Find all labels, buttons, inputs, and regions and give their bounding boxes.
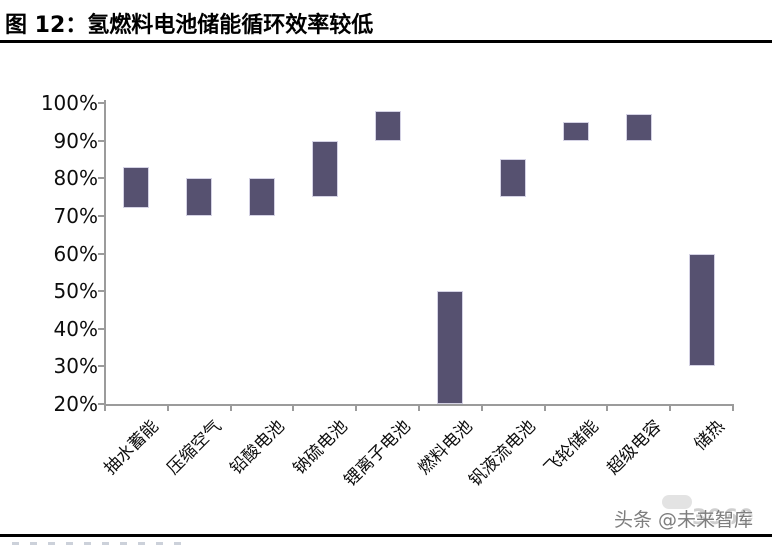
range-bar: [123, 166, 150, 209]
title-divider: [0, 40, 772, 43]
x-tick: [355, 406, 358, 411]
x-tick: [732, 406, 734, 411]
x-axis-category-label: 锂离子电池: [340, 416, 415, 491]
range-bar: [688, 253, 715, 367]
y-tick: [98, 214, 105, 217]
y-tick: [98, 403, 105, 405]
x-axis-category-label: 飞轮储能: [540, 416, 603, 479]
x-tick: [418, 406, 420, 411]
y-tick: [98, 327, 105, 330]
range-bar: [563, 121, 589, 141]
x-tick: [166, 406, 169, 411]
x-axis-category-label: 钒液流电池: [465, 416, 540, 491]
x-tick: [480, 406, 483, 411]
figure-title: 图 12：氢燃料电池储能循环效率较低: [5, 13, 374, 38]
y-axis-tick-label: 70%: [53, 203, 98, 228]
y-axis-tick-label: 30%: [53, 354, 98, 379]
y-axis-tick-label: 40%: [53, 316, 98, 341]
y-tick: [98, 102, 105, 104]
y-axis-tick-label: 50%: [53, 279, 98, 304]
y-tick: [98, 365, 105, 368]
range-bar: [249, 178, 275, 216]
watermark-cloud-icon: [662, 495, 692, 509]
x-axis-category-label: 抽水蓄能: [100, 416, 164, 479]
range-bar: [311, 140, 338, 198]
watermark-text: 头条 @未来智库: [614, 509, 754, 531]
y-axis-tick-label: 80%: [53, 166, 98, 191]
watermark: 3060 头条 @未来智库: [600, 495, 770, 533]
x-tick: [104, 406, 106, 411]
x-axis-category-label: 铅酸电池: [226, 416, 289, 479]
y-tick: [98, 177, 105, 180]
x-tick: [543, 406, 546, 411]
y-tick: [98, 139, 105, 142]
y-tick: [98, 252, 105, 255]
x-axis-category-label: 超级电容: [603, 416, 666, 479]
range-bar: [186, 178, 213, 216]
range-bar: [500, 159, 527, 198]
y-axis-tick-label: 20%: [53, 392, 98, 416]
range-bar: [437, 291, 464, 404]
y-axis-tick-label: 100%: [40, 91, 98, 115]
y-axis-tick-label: 90%: [53, 128, 98, 153]
x-axis-category-label: 压缩空气: [163, 416, 226, 479]
y-axis-line: [104, 100, 106, 406]
x-axis-category-label: 储热: [690, 416, 729, 455]
x-tick: [292, 406, 295, 411]
cutoff-source-text-sliver: [12, 542, 182, 545]
range-bar: [625, 114, 652, 141]
watermark-ghost-text: 3060: [692, 505, 755, 529]
x-tick: [229, 406, 232, 411]
range-bar: [374, 110, 401, 141]
bottom-divider: [0, 534, 772, 537]
x-tick: [669, 406, 672, 411]
y-axis-tick-label: 60%: [53, 241, 98, 266]
y-tick: [98, 290, 105, 293]
x-tick: [606, 406, 609, 411]
x-axis-line: [104, 404, 734, 406]
